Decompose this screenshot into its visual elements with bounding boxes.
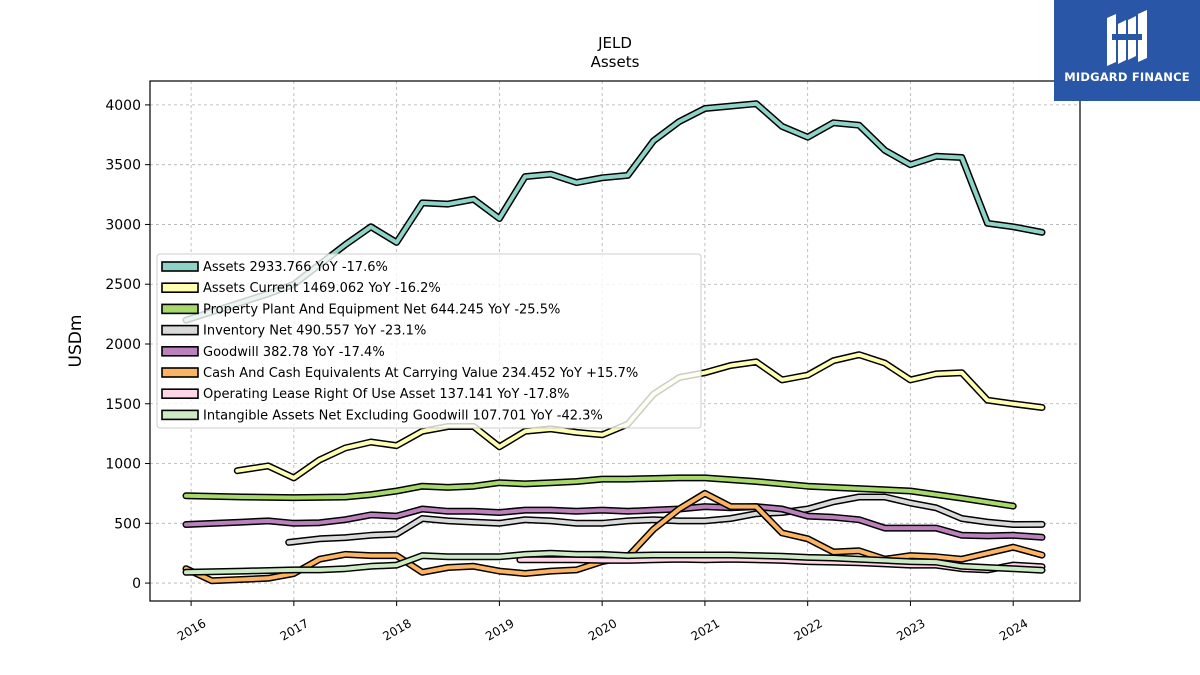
x-tick-label: 2019 — [483, 616, 516, 643]
y-tick-label: 2500 — [105, 277, 141, 293]
y-tick-label: 1500 — [105, 397, 141, 413]
series-assets — [182, 100, 1046, 324]
midgard-finance-logo: MIDGARD FINANCE — [1054, 0, 1200, 101]
x-tick-label: 2020 — [586, 616, 619, 643]
y-tick-label: 2000 — [105, 337, 141, 353]
legend-entry: Operating Lease Right Of Use Asset 137.1… — [203, 387, 570, 402]
legend-box — [156, 253, 702, 429]
legend: Assets 2933.766 YoY -17.6% Assets Current… — [156, 253, 702, 429]
legend-swatch — [161, 261, 199, 272]
series-intangible-assets-net-excluding-goodwill — [182, 549, 1046, 576]
logo-text: MIDGARD FINANCE — [1064, 70, 1190, 84]
series-line — [184, 101, 1044, 323]
legend-entry: Goodwill 382.78 YoY -17.4% — [203, 345, 385, 360]
chart-title: JELD — [597, 34, 632, 52]
y-tick-label: 500 — [114, 516, 141, 532]
series-lines — [182, 100, 1046, 585]
x-tick-label: 2016 — [175, 616, 208, 643]
legend-entry: Inventory Net 490.557 YoY -23.1% — [203, 324, 426, 339]
legend-swatch — [161, 388, 199, 400]
y-tick-label: 4000 — [105, 98, 141, 114]
plot-frame — [149, 80, 1081, 602]
x-tick-label: 2024 — [997, 616, 1030, 643]
x-tick-label: 2021 — [689, 616, 722, 643]
legend-entry: Assets Current 1469.062 YoY -16.2% — [203, 281, 441, 296]
chart-subtitle: Assets — [591, 53, 640, 71]
midgard-logo-icon — [1107, 10, 1147, 66]
series-line — [184, 504, 1044, 540]
x-tick-label: 2017 — [278, 616, 311, 643]
series-line — [184, 551, 1044, 575]
y-tick-label: 1000 — [105, 457, 141, 473]
x-tick-label: 2018 — [380, 616, 413, 643]
y-tick-label: 3000 — [105, 217, 141, 233]
x-tick-label: 2022 — [791, 616, 824, 643]
legend-swatch — [161, 303, 199, 315]
legend-swatch — [161, 324, 199, 336]
legend-entry: Property Plant And Equipment Net 644.245… — [203, 302, 560, 317]
y-tick-label: 0 — [132, 576, 141, 592]
legend-entry: Intangible Assets Net Excluding Goodwill… — [203, 408, 603, 423]
legend-entry: Cash And Cash Equivalents At Carrying Va… — [203, 366, 638, 381]
series-goodwill — [182, 503, 1046, 541]
series-line — [184, 475, 1016, 509]
legend-swatch — [161, 345, 199, 357]
legend-swatch — [161, 409, 199, 421]
series-property-plant-and-equipment-net — [182, 474, 1017, 510]
legend-entry: Assets 2933.766 YoY -17.6% — [203, 260, 388, 275]
y-axis-label: USDm — [66, 315, 86, 368]
x-tick-label: 2023 — [894, 616, 927, 643]
legend-swatch — [161, 282, 199, 294]
legend-swatch — [161, 367, 199, 378]
y-tick-label: 3500 — [105, 158, 141, 174]
